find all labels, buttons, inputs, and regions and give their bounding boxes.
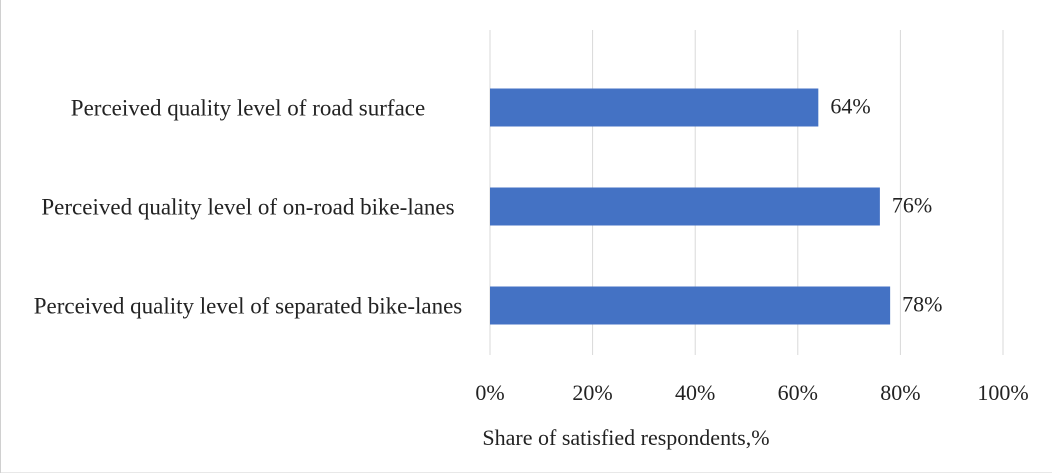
x-axis-label: Share of satisfied respondents,% xyxy=(482,425,769,450)
x-tick-label: 0% xyxy=(475,380,504,405)
x-tick-label: 60% xyxy=(778,380,818,405)
y-tick-label: Perceived quality level of road surface xyxy=(70,95,426,120)
value-label: 78% xyxy=(902,292,942,317)
value-label: 64% xyxy=(830,94,870,119)
x-tick-label: 40% xyxy=(675,380,715,405)
bar xyxy=(490,88,819,127)
value-label: 76% xyxy=(892,193,932,218)
bar xyxy=(490,286,891,325)
x-tick-label: 100% xyxy=(977,380,1028,405)
y-tick-label: Perceived quality level of on-road bike-… xyxy=(41,194,455,219)
x-tick-label: 80% xyxy=(880,380,920,405)
y-tick-label: Perceived quality level of separated bik… xyxy=(33,293,463,318)
bar xyxy=(490,187,880,226)
x-tick-label: 20% xyxy=(572,380,612,405)
